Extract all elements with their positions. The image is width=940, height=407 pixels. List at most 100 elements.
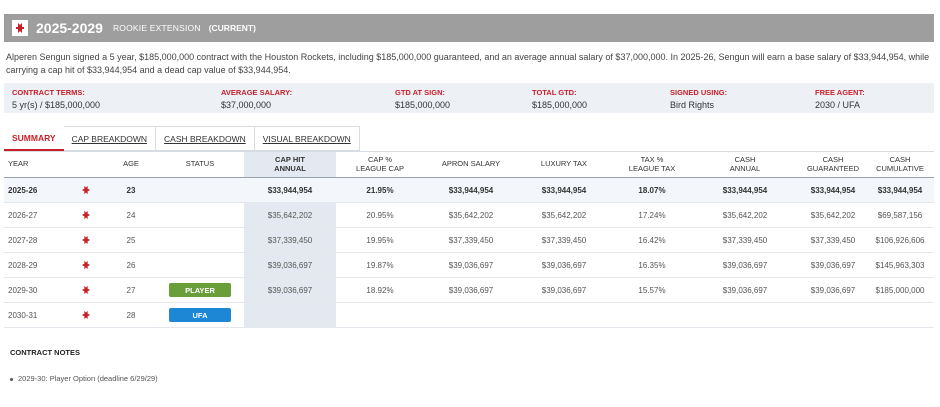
luxury-tax-cell <box>522 303 606 327</box>
tax-pct-cell: 16.42% <box>638 235 666 245</box>
tab-visual-breakdown[interactable]: VISUAL BREAKDOWN <box>254 126 360 151</box>
team-logo-cell <box>76 228 96 252</box>
contract-note-item: 2029-30: Player Option (deadline 6/29/29… <box>10 374 158 383</box>
cash-guaranteed-cell: $35,642,202 <box>810 210 856 220</box>
rockets-logo-icon <box>82 185 90 195</box>
cash-annual-cell: $33,944,954 <box>722 185 768 195</box>
col-luxury-tax-header[interactable]: LUXURY TAX <box>540 159 588 169</box>
team-logo-cell <box>76 178 96 202</box>
header-line: CASH <box>734 155 756 164</box>
term-contract-terms: CONTRACT TERMS: 5 yr(s) / $185,000,000 <box>12 88 100 110</box>
tab-summary[interactable]: SUMMARY <box>4 126 64 151</box>
term-label: CONTRACT TERMS: <box>12 88 85 97</box>
cap-hit-cell: $37,339,450 <box>267 235 313 245</box>
year-cell: 2028-29 <box>8 260 38 270</box>
cash-annual-cell: $35,642,202 <box>722 210 768 220</box>
col-cash-cumulative-header[interactable]: CASH CUMULATIVE <box>866 152 934 177</box>
cap-hit-cell: $35,642,202 <box>267 210 313 220</box>
header-line: CAP % <box>367 155 393 164</box>
term-average-salary: AVERAGE SALARY: $37,000,000 <box>221 88 292 110</box>
luxury-tax-cell: $35,642,202 <box>541 210 587 220</box>
year-cell: 2029-30 <box>8 285 38 295</box>
tabs-divider <box>4 151 934 152</box>
col-year-header[interactable]: YEAR <box>8 159 29 169</box>
status-cell <box>162 203 238 227</box>
term-value: $185,000,000 <box>532 100 588 110</box>
apron-salary-cell: $35,642,202 <box>448 210 494 220</box>
current-label: (CURRENT) <box>208 23 256 33</box>
cap-pct-cell: 18.92% <box>366 285 394 295</box>
age-cell: 27 <box>126 285 136 295</box>
cash-guaranteed-cell: $39,036,697 <box>810 260 856 270</box>
col-cap-pct-header[interactable]: CAP % LEAGUE CAP <box>342 152 418 177</box>
cash-annual-cell: $39,036,697 <box>722 260 768 270</box>
luxury-tax-cell: $39,036,697 <box>541 285 587 295</box>
cash-cumulative-cell <box>866 303 934 327</box>
apron-salary-cell <box>424 303 518 327</box>
ufa-badge: UFA <box>169 308 231 322</box>
table-row: 2026-27 24 $35,642,202 20.95% $35,642,202 $35… <box>4 203 934 228</box>
status-cell: UFA <box>162 303 238 327</box>
year-cell: 2027-28 <box>8 235 38 245</box>
tax-pct-cell: 18.07% <box>638 185 666 195</box>
term-value: Bird Rights <box>670 100 715 110</box>
cap-pct-cell: 19.95% <box>366 235 394 245</box>
status-cell <box>162 178 238 202</box>
luxury-tax-cell: $37,339,450 <box>541 235 587 245</box>
apron-salary-cell: $37,339,450 <box>448 235 494 245</box>
table-body: 2025-26 23 $33,944,954 21.95% $33,944,954 $33… <box>4 178 934 328</box>
table-row: 2027-28 25 $37,339,450 19.95% $37,339,450 $37… <box>4 228 934 253</box>
header-line: CAP HIT <box>275 155 305 164</box>
bullet-icon <box>10 377 13 381</box>
age-cell: 25 <box>126 235 136 245</box>
term-label: TOTAL GTD: <box>532 88 577 97</box>
cap-hit-cell: $39,036,697 <box>267 285 313 295</box>
col-apron-header[interactable]: APRON SALARY <box>441 159 501 169</box>
contract-terms: CONTRACT TERMS: 5 yr(s) / $185,000,000 A… <box>4 83 934 113</box>
table-row: 2028-29 26 $39,036,697 19.87% $39,036,697 $39… <box>4 253 934 278</box>
cash-annual-cell: $39,036,697 <box>722 285 768 295</box>
table-row: 2025-26 23 $33,944,954 21.95% $33,944,954 $33… <box>4 178 934 203</box>
col-age-header[interactable]: AGE <box>123 159 139 169</box>
age-cell: 26 <box>126 260 136 270</box>
col-cap-hit-header[interactable]: CAP HIT ANNUAL <box>244 152 336 177</box>
term-gtd-at-sign: GTD AT SIGN: $185,000,000 <box>395 88 450 110</box>
rockets-logo-icon <box>16 23 24 33</box>
contract-description: Alperen Sengun signed a 5 year, $185,000… <box>6 52 930 75</box>
luxury-tax-cell: $33,944,954 <box>541 185 587 195</box>
rockets-logo-icon <box>82 210 90 220</box>
table-row: 2029-30 27 PLAYER $39,036,697 18.92% $39,036,… <box>4 278 934 303</box>
tax-pct-cell: 17.24% <box>638 210 666 220</box>
term-label: SIGNED USING: <box>670 88 728 97</box>
year-cell: 2030-31 <box>8 310 38 320</box>
age-cell: 24 <box>126 210 136 220</box>
header-line: LEAGUE TAX <box>628 163 676 173</box>
tab-cash-breakdown[interactable]: CASH BREAKDOWN <box>156 126 255 151</box>
col-tax-pct-header[interactable]: TAX % LEAGUE TAX <box>610 152 694 177</box>
term-value: 5 yr(s) / $185,000,000 <box>12 100 101 110</box>
header-line: CUMULATIVE <box>876 163 924 173</box>
term-value: $37,000,000 <box>221 100 272 110</box>
contract-table: YEAR AGE STATUS CAP HIT ANNUAL CAP % LEAGU… <box>4 152 934 328</box>
col-status-header[interactable]: STATUS <box>185 159 215 169</box>
tab-cap-breakdown[interactable]: CAP BREAKDOWN <box>63 126 157 151</box>
contract-type: ROOKIE EXTENSION <box>112 23 201 33</box>
table-row: 2030-31 28 UFA <box>4 303 934 328</box>
cash-guaranteed-cell: $33,944,954 <box>810 185 856 195</box>
col-cash-annual-header[interactable]: CASH ANNUAL <box>698 152 792 177</box>
tax-pct-cell <box>610 303 694 327</box>
cash-cumulative-cell: $106,926,606 <box>875 235 925 245</box>
status-cell <box>162 228 238 252</box>
col-cash-guaranteed-header[interactable]: CASH GUARANTEED <box>786 152 880 177</box>
table-header-row: YEAR AGE STATUS CAP HIT ANNUAL CAP % LEAGU… <box>4 152 934 178</box>
header-line: GUARANTEED <box>806 163 860 173</box>
contract-header: 2025-2029 ROOKIE EXTENSION (CURRENT) <box>4 14 934 42</box>
cap-pct-cell: 19.87% <box>366 260 394 270</box>
cap-pct-cell <box>342 303 418 327</box>
term-label: AVERAGE SALARY: <box>221 88 293 97</box>
cap-hit-cell <box>244 303 336 327</box>
header-line: CASH <box>822 155 844 164</box>
cash-guaranteed-cell: $37,339,450 <box>810 235 856 245</box>
contract-years: 2025-2029 <box>36 20 103 36</box>
age-cell: 23 <box>126 185 136 195</box>
